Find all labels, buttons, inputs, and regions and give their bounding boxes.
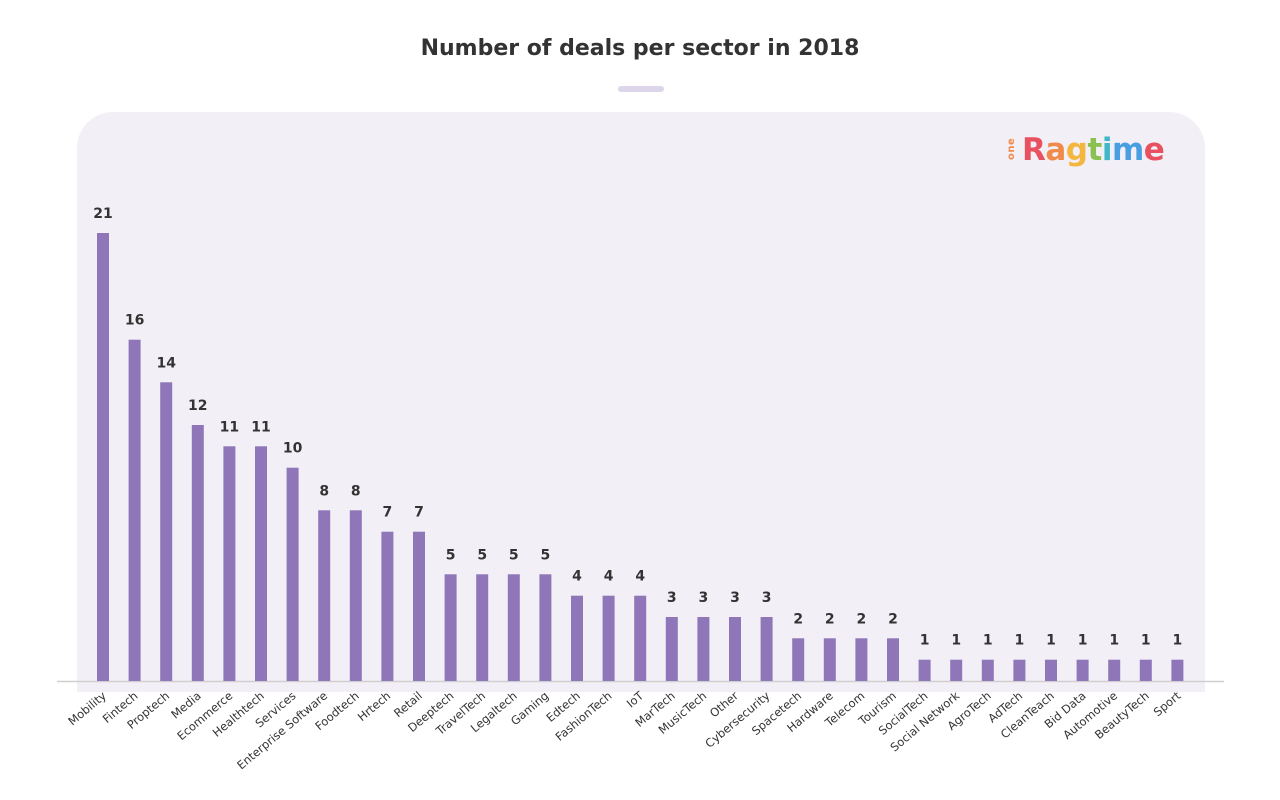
value-label: 3 xyxy=(762,590,772,606)
bar-foodtech xyxy=(349,510,362,681)
value-label: 8 xyxy=(319,483,329,499)
value-label: 8 xyxy=(351,483,361,499)
value-label: 2 xyxy=(888,611,898,627)
value-label: 4 xyxy=(572,569,582,585)
value-label: 5 xyxy=(509,547,519,563)
bar-tourism xyxy=(887,638,899,681)
value-label: 11 xyxy=(220,419,239,435)
value-label: 1 xyxy=(1046,633,1056,649)
value-label: 5 xyxy=(446,547,456,563)
x-tick-label: Mobility xyxy=(65,688,109,728)
bar-enterprise-software xyxy=(318,510,331,681)
bar-retail xyxy=(413,531,425,681)
bar-gaming xyxy=(539,574,552,681)
bar-agrotech xyxy=(981,659,994,681)
value-label: 7 xyxy=(414,505,424,521)
bar-hrtech xyxy=(381,531,394,681)
x-tick-label: Sport xyxy=(1151,688,1184,719)
bar-martech xyxy=(665,617,678,681)
bar-other xyxy=(729,617,741,681)
logo-letter: t xyxy=(1087,132,1103,168)
ragtime-logo: one Ragtime xyxy=(1006,132,1170,176)
bar-bid-data xyxy=(1076,659,1089,681)
value-label: 2 xyxy=(825,611,835,627)
bar-healthtech xyxy=(255,446,267,681)
bar-deeptech xyxy=(444,574,457,681)
logo-letter: e xyxy=(1143,132,1165,168)
value-label: 4 xyxy=(604,569,614,585)
bar-telecom xyxy=(855,638,868,681)
bar-musictech xyxy=(697,617,710,681)
bar-socialtech xyxy=(918,659,931,681)
value-label: 1 xyxy=(1078,633,1088,649)
value-label: 1 xyxy=(1141,633,1151,649)
bar-legaltech xyxy=(507,574,520,681)
bar-edtech xyxy=(571,595,583,681)
x-tick-label: IoT xyxy=(624,688,647,711)
value-label: 4 xyxy=(635,569,645,585)
value-label: 16 xyxy=(125,313,144,329)
bar-spacetech xyxy=(792,638,805,681)
bar-sport xyxy=(1171,659,1184,681)
logo-letter: g xyxy=(1065,132,1088,168)
value-label: 1 xyxy=(920,633,930,649)
bar-media xyxy=(191,425,204,681)
value-label: 2 xyxy=(857,611,867,627)
value-label: 7 xyxy=(383,505,393,521)
bar-ecommerce xyxy=(223,446,236,681)
bar-iot xyxy=(634,595,647,681)
logo-letter: i xyxy=(1101,132,1113,168)
value-label: 3 xyxy=(730,590,740,606)
bar-proptech xyxy=(160,382,173,681)
value-label: 3 xyxy=(699,590,709,606)
tick-labels-group: MobilityFintechProptechMediaEcommerceHea… xyxy=(65,688,1183,772)
chart-title: Number of deals per sector in 2018 xyxy=(420,36,860,61)
x-tick-label: Hrtech xyxy=(355,689,394,725)
value-label: 1 xyxy=(1173,633,1183,649)
logo-word: Ragtime xyxy=(1022,132,1165,168)
bar-fashiontech xyxy=(602,595,615,681)
logo-letter: a xyxy=(1045,132,1066,168)
bar-traveltech xyxy=(476,574,489,681)
logo-letter: m xyxy=(1111,132,1144,168)
value-label: 12 xyxy=(188,398,207,414)
value-label: 5 xyxy=(477,547,487,563)
bar-social-network xyxy=(950,659,963,681)
bar-adtech xyxy=(1013,659,1026,681)
bar-services xyxy=(286,467,299,681)
value-label: 14 xyxy=(156,355,176,371)
value-label: 1 xyxy=(1109,633,1119,649)
value-label: 5 xyxy=(541,547,551,563)
bar-beautytech xyxy=(1139,659,1152,681)
title-underline xyxy=(618,86,664,92)
bar-cleanteach xyxy=(1045,659,1057,681)
value-label: 10 xyxy=(283,441,303,457)
value-label: 11 xyxy=(251,419,270,435)
bar-cybersecurity xyxy=(760,617,773,681)
bar-fintech xyxy=(128,339,141,681)
value-label: 1 xyxy=(983,633,993,649)
value-label: 1 xyxy=(951,633,961,649)
value-label: 21 xyxy=(93,206,112,222)
logo-letter: R xyxy=(1022,132,1046,168)
value-label: 2 xyxy=(793,611,803,627)
bar-automotive xyxy=(1108,659,1121,681)
value-label: 3 xyxy=(667,590,677,606)
bars-group xyxy=(97,233,1184,681)
bar-hardware xyxy=(823,638,836,681)
bar-mobility xyxy=(97,233,109,681)
value-label: 1 xyxy=(1015,633,1025,649)
